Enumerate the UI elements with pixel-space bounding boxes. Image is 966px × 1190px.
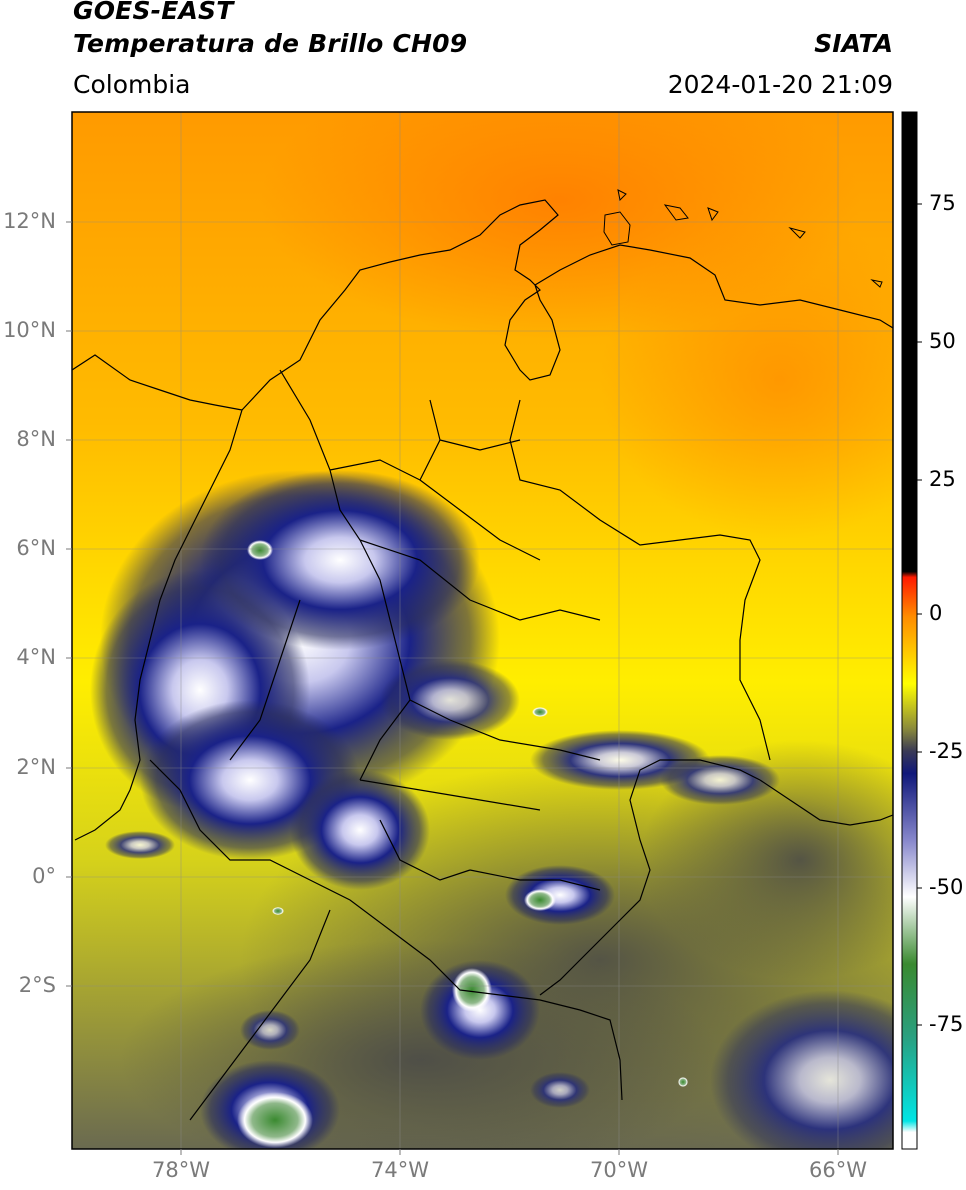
coastline-caribbean xyxy=(241,199,893,411)
colorbar-tick-50: 50 xyxy=(929,329,956,353)
lon-label-70w: 70°W xyxy=(590,1158,648,1182)
lat-label-2n: 2°N xyxy=(16,755,56,779)
islands xyxy=(603,189,883,288)
lat-label-4n: 4°N xyxy=(16,645,56,669)
colorbar-tick-neg50: -50 xyxy=(929,875,964,899)
colorbar-tick-25: 25 xyxy=(929,467,956,491)
lon-label-78w: 78°W xyxy=(152,1158,210,1182)
colorbar-tick-neg25: -25 xyxy=(929,739,964,763)
lat-label-6n: 6°N xyxy=(16,536,56,560)
border-colombia-venezuela xyxy=(509,399,771,761)
map-frame xyxy=(71,111,894,1150)
satellite-title: GOES-EAST xyxy=(73,0,234,25)
lon-label-66w: 66°W xyxy=(809,1158,867,1182)
border-venezuela-east xyxy=(759,779,893,826)
department-lines xyxy=(229,369,601,891)
organization-label: SIATA xyxy=(814,29,893,58)
colorbar-tick-75: 75 xyxy=(929,191,956,215)
coastline-pacific xyxy=(72,354,243,841)
lat-label-0: 0° xyxy=(32,864,56,888)
colorbar xyxy=(901,111,922,1150)
axis-ticks xyxy=(66,221,839,1155)
region-label: Colombia xyxy=(73,70,191,99)
lon-label-74w: 74°W xyxy=(371,1158,429,1182)
colorbar-tick-0: 0 xyxy=(929,601,943,625)
brightness-temperature-field xyxy=(72,112,893,1149)
lat-label-12n: 12°N xyxy=(3,209,56,233)
graticule xyxy=(72,112,893,1149)
border-south xyxy=(149,759,623,1101)
product-title: Temperatura de Brillo CH09 xyxy=(73,29,468,58)
lat-label-8n: 8°N xyxy=(16,427,56,451)
boundaries xyxy=(72,199,893,1121)
lat-label-2s: 2°S xyxy=(18,973,56,997)
border-colombia-brazil xyxy=(539,759,761,996)
colorbar-tick-neg75: -75 xyxy=(929,1012,964,1036)
border-ecuador-peru xyxy=(189,909,331,1121)
timestamp-label: 2024-01-20 21:09 xyxy=(667,70,893,99)
lat-label-10n: 10°N xyxy=(3,318,56,342)
